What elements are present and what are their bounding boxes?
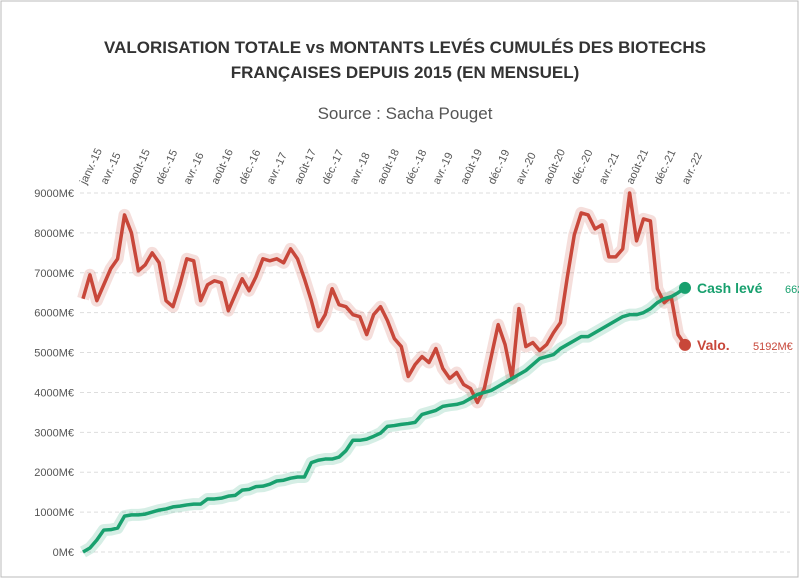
y-tick-label: 8000M€	[34, 228, 74, 240]
line	[81, 191, 687, 405]
end-point	[679, 281, 691, 294]
y-tick-label: 4000M€	[34, 387, 74, 399]
chart-title: VALORISATION TOTALE vs MONTANTS LEVÉS CU…	[104, 38, 706, 82]
series-label: Cash levé	[697, 280, 763, 296]
value-label: 6620	[785, 284, 799, 296]
y-tick-label: 3000M€	[34, 427, 74, 439]
y-tick-label: 0M€	[53, 547, 74, 559]
y-tick-label: 2000M€	[34, 467, 74, 479]
series-label: Valo.	[697, 337, 730, 353]
y-tick-label: 1000M€	[34, 507, 74, 519]
y-tick-label: 5000M€	[34, 348, 74, 360]
y-tick-label: 9000M€	[34, 188, 74, 200]
y-tick-label: 7000M€	[34, 268, 74, 280]
chart-subtitle: Source : Sacha Pouget	[318, 104, 493, 123]
value-label: 5192M€	[753, 341, 793, 353]
end-point	[679, 338, 691, 351]
line	[82, 286, 686, 554]
y-tick-label: 6000M€	[34, 308, 74, 320]
